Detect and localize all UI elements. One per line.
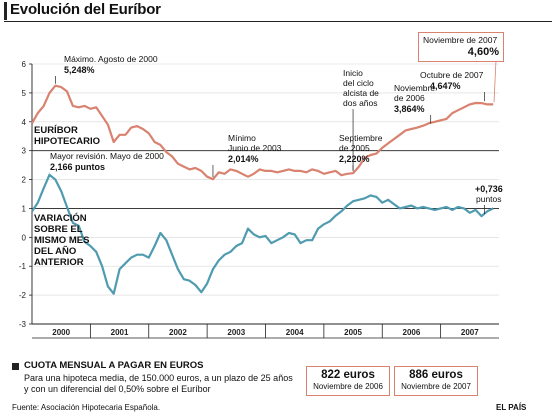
y-tick-label-0: 0 <box>22 233 27 242</box>
cuota-section: CUOTA MENSUAL A PAGAR EN EUROS Para una … <box>0 356 560 412</box>
annotation-inicio-line3: alcista de <box>343 88 379 98</box>
annotation-sep-line3: 2,220% <box>339 154 370 164</box>
cuota-amount-2007: 886 euros <box>409 369 463 381</box>
annotation-nov06-line2: de 2006 <box>394 93 425 103</box>
leader-nov07 <box>493 59 497 103</box>
title-rule <box>4 21 552 22</box>
annotation-last-line1: +0,736 <box>475 184 503 194</box>
cuota-title: CUOTA MENSUAL A PAGAR EN EUROS <box>24 360 204 371</box>
y-tick-label-2: 2 <box>22 176 27 185</box>
annotation-inicio-line1: Inicio <box>343 68 363 78</box>
series-label-euribor-1: EURÍBOR <box>34 125 78 136</box>
annotation-max-line1: Máximo. Agosto de 2000 <box>64 54 158 64</box>
x-axis-years: 2000 2001 2002 2003 2004 2005 2006 2007 <box>32 324 499 339</box>
series-line-euribor <box>31 84 494 181</box>
series-label-variacion-1: VARIACIÓN <box>34 212 87 224</box>
title-marker <box>4 2 7 20</box>
annotation-inicio-line2: del ciclo <box>343 78 374 88</box>
y-tick-label-1: 1 <box>22 204 27 213</box>
annotation-sep-line2: de 2005 <box>339 143 370 153</box>
y-axis-ticks: 6 5 4 3 2 1 0 -1 -2 -3 <box>19 60 32 329</box>
year-label-2001: 2001 <box>111 328 129 337</box>
annotation-nov06-line1: Noviembre <box>394 83 435 93</box>
series-label-variacion-3: MISMO MES <box>34 235 89 246</box>
year-label-2003: 2003 <box>227 328 245 337</box>
source-note: Fuente: Asociación Hipotecaria Española. <box>12 403 161 412</box>
series-label-euribor-2: HIPOTECARIO <box>34 136 100 147</box>
y-tick-label-6: 6 <box>22 60 27 69</box>
year-label-2004: 2004 <box>286 328 304 337</box>
nov-2007-callout: Noviembre de 2007 4,60% <box>418 32 504 62</box>
brand-logo: EL PAÍS <box>496 403 527 412</box>
annotation-min-line1: Mínimo <box>228 133 256 143</box>
annotation-rev-line1: Mayor revisión. Mayo de 2000 <box>50 151 164 161</box>
series-label-variacion-4: DEL AÑO <box>34 246 76 257</box>
annotation-rev-line2: 2,166 puntos <box>50 162 105 172</box>
year-label-2000: 2000 <box>52 328 70 337</box>
y-tick-label-4: 4 <box>22 118 27 127</box>
title-bar: Evolución del Euríbor <box>0 0 560 22</box>
year-label-2007: 2007 <box>461 328 479 337</box>
y-tick-label--2: -2 <box>19 291 27 300</box>
series-lines <box>31 84 494 295</box>
y-tick-label--1: -1 <box>19 262 27 271</box>
cuota-bullet-square <box>12 363 19 370</box>
annotation-nov06-line3: 3,864% <box>394 104 425 114</box>
cuota-amount-2006: 822 euros <box>321 369 375 381</box>
series-label-variacion-2: SOBRE EL <box>34 224 83 235</box>
cuota-label-2007: Noviembre de 2007 <box>401 382 471 391</box>
cuota-box-2006: 822 euros Noviembre de 2006 <box>306 366 390 396</box>
series-label-variacion-5: ANTERIOR <box>34 257 84 268</box>
annotation-min-line3: 2,014% <box>228 154 259 164</box>
nov-2007-callout-title: Noviembre de 2007 <box>423 35 498 45</box>
y-tick-label-3: 3 <box>22 147 27 156</box>
series-line-variacion <box>31 173 494 295</box>
annotation-sep-line1: Septiembre <box>339 133 383 143</box>
cuota-description: Para una hipoteca media, de 150.000 euro… <box>24 373 293 394</box>
year-label-2006: 2006 <box>403 328 421 337</box>
annotation-oct07-line1: Octubre de 2007 <box>420 70 484 80</box>
year-label-2005: 2005 <box>344 328 362 337</box>
annotation-inicio-line4: dos años <box>343 98 378 108</box>
nov-2007-callout-value: 4,60% <box>467 46 499 58</box>
annotation-oct07-line2: 4,647% <box>430 81 461 91</box>
annotation-max-line2: 5,248% <box>64 65 95 75</box>
plot-frame <box>31 63 499 325</box>
annotation-last-line2: puntos <box>476 194 502 204</box>
cuota-label-2006: Noviembre de 2006 <box>313 382 383 391</box>
y-tick-label-5: 5 <box>22 89 27 98</box>
chart-title: Evolución del Euríbor <box>10 1 161 18</box>
year-label-2002: 2002 <box>169 328 187 337</box>
y-tick-label--3: -3 <box>19 320 27 329</box>
cuota-box-2007: 886 euros Noviembre de 2007 <box>394 366 478 396</box>
annotation-min-line2: Junio de 2003 <box>228 143 282 153</box>
